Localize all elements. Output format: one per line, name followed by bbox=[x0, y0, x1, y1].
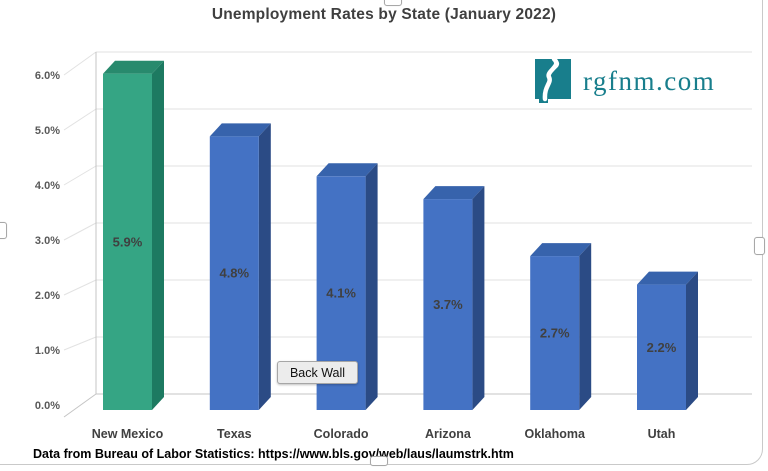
grid-tick-3d bbox=[63, 336, 97, 351]
selection-handle-right[interactable] bbox=[754, 237, 765, 255]
bar-utah[interactable] bbox=[637, 284, 686, 410]
x-axis-category-label: Arizona bbox=[425, 427, 472, 441]
grid-tick-3d bbox=[63, 279, 97, 296]
bar-top-face[interactable] bbox=[423, 186, 485, 200]
bar-top-face[interactable] bbox=[530, 243, 592, 257]
bar-data-label: 2.7% bbox=[540, 326, 570, 341]
bar-top-face[interactable] bbox=[637, 271, 698, 285]
x-axis-category-label: Colorado bbox=[314, 427, 369, 441]
bar-side-face[interactable] bbox=[258, 123, 271, 411]
grid-tick-3d bbox=[63, 165, 97, 186]
new-mexico-river-icon bbox=[535, 58, 571, 103]
floor-edge bbox=[63, 393, 97, 418]
logo-text: rgfnm.com bbox=[583, 65, 716, 96]
x-axis-category-label: Utah bbox=[648, 427, 676, 441]
y-axis-tick-label: 6.0% bbox=[35, 70, 60, 82]
x-axis-category-label: New Mexico bbox=[92, 427, 164, 441]
bar-data-label: 5.9% bbox=[113, 234, 143, 249]
y-axis-tick-label: 4.0% bbox=[35, 180, 60, 192]
bar-data-label: 4.1% bbox=[326, 286, 356, 301]
bar-arizona[interactable] bbox=[423, 199, 473, 410]
y-axis-tick-label: 2.0% bbox=[35, 290, 60, 302]
y-axis-tick-label: 5.0% bbox=[35, 125, 60, 137]
bar-data-label: 3.7% bbox=[433, 297, 463, 312]
selection-handle-left[interactable] bbox=[0, 222, 7, 239]
bar-oklahoma[interactable] bbox=[530, 256, 580, 410]
bar-side-face[interactable] bbox=[686, 271, 698, 410]
y-axis-tick-label: 0.0% bbox=[35, 400, 60, 412]
bar-top-face[interactable] bbox=[103, 60, 164, 74]
y-axis-tick-label: 3.0% bbox=[35, 235, 60, 247]
bar-side-face[interactable] bbox=[152, 60, 164, 410]
selection-handle-bottom[interactable] bbox=[370, 456, 388, 466]
bar-new-mexico[interactable] bbox=[103, 73, 152, 410]
grid-tick-3d bbox=[63, 51, 97, 76]
logo: rgfnm.com bbox=[529, 57, 720, 105]
bar-top-face[interactable] bbox=[316, 163, 378, 177]
selection-handle-top[interactable] bbox=[384, 0, 402, 6]
grid-tick-3d bbox=[63, 222, 97, 241]
bar-side-face[interactable] bbox=[472, 186, 485, 410]
back-wall-tooltip: Back Wall bbox=[277, 361, 358, 384]
x-axis-category-label: Oklahoma bbox=[524, 427, 585, 441]
bar-data-label: 2.2% bbox=[647, 340, 677, 355]
bar-texas[interactable] bbox=[209, 136, 259, 410]
y-axis-tick-label: 1.0% bbox=[35, 345, 60, 357]
bar-data-label: 4.8% bbox=[219, 266, 249, 281]
bar-side-face[interactable] bbox=[365, 163, 378, 410]
chart-title: Unemployment Rates by State (January 202… bbox=[211, 6, 557, 23]
bar-side-face[interactable] bbox=[579, 243, 592, 410]
x-axis-category-label: Texas bbox=[217, 427, 252, 441]
grid-tick-3d bbox=[63, 108, 97, 131]
source-note: Data from Bureau of Labor Statistics: ht… bbox=[33, 447, 514, 461]
bar-top-face[interactable] bbox=[209, 123, 271, 137]
